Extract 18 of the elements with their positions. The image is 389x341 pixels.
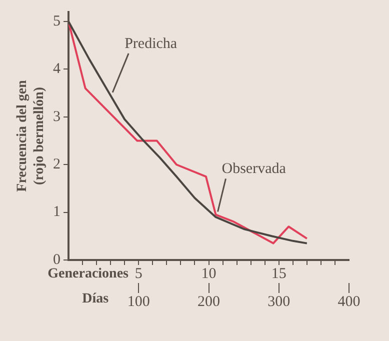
y-tick-label: 2 — [53, 156, 60, 173]
y-tick-label: 3 — [53, 108, 60, 125]
y-tick-label: 4 — [53, 61, 61, 78]
y-axis-title: Frecuencia del gen (rojo bermellón) — [15, 80, 47, 192]
y-tick-label: 5 — [53, 13, 60, 30]
y-tick-label: 0 — [53, 252, 60, 268]
x2-tick-label: 200 — [198, 294, 220, 310]
x2-tick-label: 400 — [338, 294, 360, 310]
x-axis-title: Generaciones — [48, 266, 130, 282]
x2-tick-label: 100 — [127, 294, 150, 310]
text: Predicha — [124, 36, 178, 52]
x-tick-label: 15 — [271, 266, 286, 282]
x2-tick-label: 300 — [268, 294, 290, 310]
y-tick-label: 1 — [53, 204, 60, 220]
series-label: Observada — [222, 161, 286, 178]
x-tick-label: 5 — [134, 266, 142, 282]
x2-axis-title: Días — [82, 292, 110, 307]
x-tick-label: 10 — [201, 266, 216, 282]
